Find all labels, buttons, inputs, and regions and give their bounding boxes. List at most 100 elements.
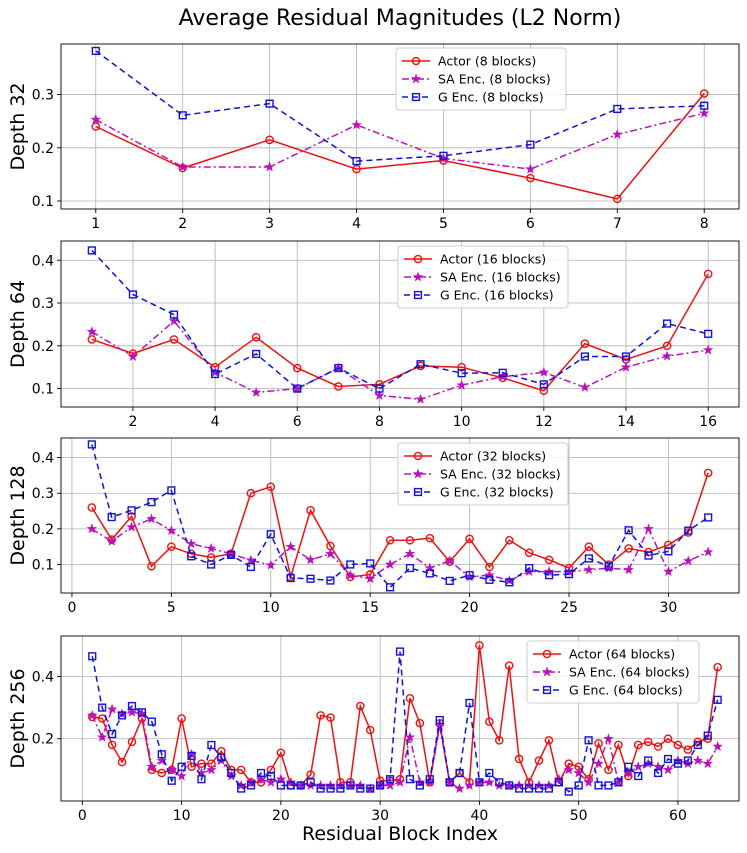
data-point-g-enc (526, 140, 535, 149)
data-point-sa-enc (206, 764, 217, 775)
data-point-g-enc (634, 771, 643, 781)
data-point-sa-enc (683, 555, 694, 566)
y-tick-label: 0.4 (32, 253, 54, 269)
data-point-actor (653, 742, 663, 751)
data-point-g-enc (539, 380, 548, 389)
data-point-actor (475, 641, 484, 650)
data-point-sa-enc (623, 564, 634, 575)
data-point-sa-enc (404, 548, 416, 559)
legend: Actor (8 blocks) SA Enc. (8 blocks) G Enc.… (395, 47, 567, 111)
data-point-actor (217, 746, 226, 756)
data-point-g-enc (334, 363, 343, 373)
data-point-g-enc (395, 647, 405, 656)
data-point-sa-enc (702, 758, 713, 769)
data-point-sa-enc (538, 366, 550, 377)
x-tick-label: 10 (173, 808, 191, 824)
x-tick-label: 12 (535, 414, 553, 430)
data-point-actor (505, 535, 514, 545)
legend-label-sa-enc: SA Enc. (8 blocks) (438, 72, 551, 87)
data-point-actor (534, 756, 544, 765)
data-point-actor (494, 735, 504, 745)
data-point-sa-enc (583, 776, 594, 787)
data-point-g-enc (505, 781, 514, 790)
series-line-sa-enc (95, 112, 705, 170)
x-axis-label: Residual Block Index (302, 823, 498, 845)
data-point-g-enc (485, 768, 494, 778)
data-point-g-enc (475, 778, 484, 787)
data-point-actor (524, 548, 534, 558)
series-line-sa-enc (91, 319, 709, 401)
x-tick-label: 4 (211, 414, 220, 430)
data-point-actor (544, 735, 554, 745)
y-tick-label: 0.4 (32, 451, 54, 467)
data-point-sa-enc (712, 741, 723, 751)
data-point-actor (514, 754, 524, 764)
y-tick-label: 0.2 (32, 732, 54, 748)
data-point-actor (375, 380, 384, 389)
data-point-actor (526, 173, 535, 183)
data-point-sa-enc (351, 119, 362, 130)
data-point-g-enc (545, 571, 554, 580)
data-point-g-enc (584, 554, 593, 563)
data-point-sa-enc (434, 720, 445, 731)
y-tick-label: 0.3 (32, 88, 54, 104)
data-point-sa-enc (166, 764, 177, 775)
data-point-sa-enc (127, 351, 139, 361)
legend-box (397, 442, 569, 506)
data-point-actor (169, 335, 179, 344)
legend-label-actor: Actor (64 blocks) (569, 647, 675, 662)
data-point-g-enc (366, 784, 375, 793)
data-point-g-enc (87, 246, 96, 255)
data-point-g-enc (574, 781, 583, 790)
data-point-sa-enc (86, 523, 98, 534)
legend-label-g-enc: G Enc. (64 blocks) (569, 683, 683, 698)
data-point-sa-enc (633, 761, 644, 772)
data-point-actor (425, 533, 435, 543)
data-point-actor (613, 194, 622, 204)
data-point-sa-enc (394, 776, 406, 787)
data-point-g-enc (167, 776, 176, 785)
data-point-g-enc (604, 562, 613, 571)
data-point-sa-enc (264, 161, 275, 172)
y-tick-label: 0.1 (32, 382, 54, 398)
legend-marker-g-enc (542, 685, 552, 695)
x-tick-label: 20 (272, 808, 290, 824)
data-point-g-enc (98, 703, 107, 712)
data-point-sa-enc (166, 525, 177, 536)
series-line-actor (91, 273, 709, 392)
data-point-sa-enc (454, 783, 465, 793)
data-point-g-enc (266, 530, 275, 539)
legend-marker-sa-enc (412, 468, 424, 479)
series-line-g-enc (95, 50, 705, 162)
data-point-g-enc (91, 46, 100, 56)
data-point-sa-enc (177, 161, 188, 172)
x-tick-label: 4 (352, 216, 361, 232)
data-point-actor (584, 542, 594, 551)
data-point-sa-enc (404, 731, 416, 742)
data-point-g-enc (439, 151, 448, 160)
data-point-g-enc (445, 576, 454, 585)
data-point-g-enc (87, 440, 96, 449)
data-point-actor (127, 512, 136, 521)
legend-marker-actor (411, 56, 421, 66)
data-point-actor (673, 740, 683, 750)
data-point-g-enc (237, 784, 246, 793)
legend-box (395, 47, 567, 111)
legend-label-actor: Actor (8 blocks) (438, 54, 536, 69)
data-point-sa-enc (265, 559, 276, 570)
data-point-actor (405, 693, 415, 703)
data-point-g-enc (326, 784, 335, 793)
data-point-g-enc (405, 775, 415, 784)
data-point-g-enc (128, 290, 138, 299)
x-tick-label: 60 (669, 808, 687, 824)
data-point-g-enc (700, 101, 709, 110)
data-point-g-enc (416, 360, 425, 369)
data-point-g-enc (147, 498, 156, 507)
series-line-actor (95, 93, 705, 200)
data-point-g-enc (147, 717, 156, 726)
data-point-g-enc (385, 583, 395, 592)
data-point-actor (614, 740, 623, 750)
legend: Actor (16 blocks) SA Enc. (16 blocks) G En… (397, 245, 569, 309)
